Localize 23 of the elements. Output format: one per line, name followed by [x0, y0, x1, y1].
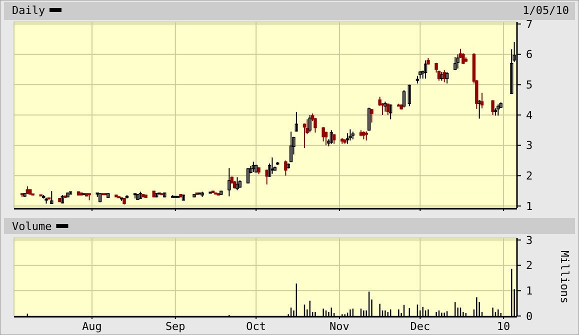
y-tick-label: 3 [526, 139, 533, 152]
x-tick-label: 10 [496, 320, 510, 333]
y-tick-label: 3 [526, 234, 533, 247]
x-tick-label: Sep [165, 320, 186, 333]
y-tick-label: 6 [526, 48, 533, 62]
x-tick-label: Nov [330, 320, 350, 333]
chart-title: Daily [12, 4, 46, 17]
x-tick-label: Aug [82, 320, 102, 333]
y-tick-label: 1 [526, 200, 533, 213]
y-tick-label: 0 [526, 310, 533, 323]
y-tick-label: 2 [526, 170, 533, 183]
y-tick-label: 5 [526, 78, 533, 92]
chart-title: Volume [12, 220, 52, 233]
x-tick-label: Dec [410, 320, 430, 333]
y-tick-label: 7 [526, 18, 533, 31]
x-tick-label: Oct [246, 320, 266, 333]
candlestick [144, 194, 148, 198]
y-tick-label: 1 [526, 284, 533, 298]
y-axis-title: Millions [558, 250, 571, 304]
y-tick-label: 4 [526, 108, 533, 122]
text: 1/05/10 [522, 4, 569, 17]
candlestick [88, 193, 91, 201]
y-tick-label: 2 [526, 259, 533, 272]
